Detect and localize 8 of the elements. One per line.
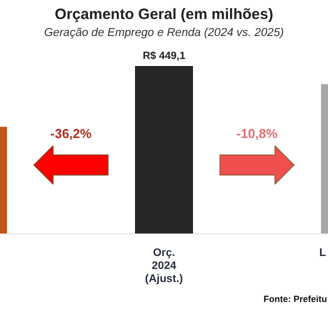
annotation: -10,8% — [236, 126, 278, 141]
data-label: R$ 449,1 — [142, 50, 186, 62]
source-note: Fonte: Prefeitu — [263, 294, 327, 304]
annotation: -36,2% — [50, 126, 92, 141]
chart-title: Orçamento Geral (em milhões) — [54, 6, 274, 23]
chart-subtitle: Geração de Emprego e Renda (2024 vs. 2025) — [44, 27, 284, 39]
x-tick-label: L — [319, 247, 326, 259]
x-tick-label: Orç. 2024 (Ajust.) — [145, 247, 184, 285]
